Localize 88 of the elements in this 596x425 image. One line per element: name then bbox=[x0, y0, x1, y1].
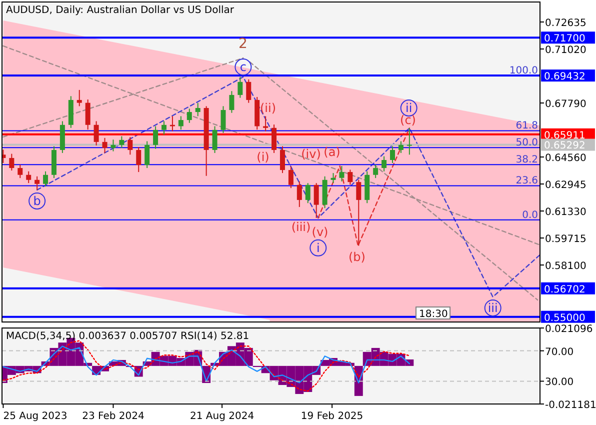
candlestick bbox=[195, 102, 200, 117]
line-series bbox=[2, 340, 410, 392]
candlestick bbox=[119, 136, 124, 148]
candlestick bbox=[102, 137, 108, 154]
y-tick-label: 0.021096 bbox=[545, 324, 593, 335]
annotation: (ii) bbox=[260, 101, 276, 115]
candlestick bbox=[43, 170, 48, 187]
candlestick bbox=[26, 170, 32, 184]
candlestick bbox=[305, 182, 310, 204]
candlestick bbox=[382, 156, 387, 172]
ref-line-label: 0.69432 bbox=[544, 72, 586, 83]
candlestick bbox=[9, 153, 14, 172]
annotation: (a) bbox=[324, 145, 340, 159]
candlestick bbox=[136, 146, 142, 173]
annotation: 23.6 bbox=[516, 176, 538, 187]
x-tick-label: 25 Aug 2023 bbox=[3, 411, 68, 422]
candlestick bbox=[128, 136, 133, 156]
x-tick-label: 21 Aug 2024 bbox=[190, 411, 254, 422]
y-tick-label: 0.72635 bbox=[545, 18, 586, 29]
annotation: c bbox=[240, 60, 246, 74]
chart-title: MACD(5,34,5) 0.003637 0.005707 RSI(14) 52.81 bbox=[6, 331, 250, 342]
candlestick bbox=[212, 126, 218, 154]
annotation: ii bbox=[405, 101, 412, 115]
candlestick bbox=[348, 169, 353, 186]
ref-line-label: 0.55000 bbox=[544, 312, 586, 324]
y-tick-label: 0.58100 bbox=[545, 260, 586, 272]
y-tick-label: 0.67790 bbox=[545, 98, 586, 110]
candlestick bbox=[339, 166, 344, 182]
candlestick bbox=[76, 89, 82, 107]
y2-tick-label: 30.00 bbox=[545, 377, 574, 388]
annotation: (c) bbox=[400, 113, 416, 127]
candlestick bbox=[153, 126, 158, 150]
candlestick bbox=[356, 179, 362, 246]
y-tick-label: 0.61330 bbox=[545, 206, 586, 218]
chart-title: AUDUSD, Daily: Australian Dollar vs US Dollar bbox=[6, 5, 235, 16]
annotation: iii bbox=[488, 300, 498, 315]
annotation: 61.8 bbox=[516, 120, 538, 132]
line-series bbox=[2, 346, 410, 384]
candlestick bbox=[398, 140, 404, 154]
y-tick-label: -0.021181 bbox=[545, 400, 596, 411]
annotation: 50.0 bbox=[516, 138, 538, 149]
y-tick-label: 0.59715 bbox=[545, 234, 586, 245]
ref-line-label: 0.65911 bbox=[544, 130, 586, 142]
candlestick bbox=[373, 164, 378, 179]
ref-line-label: 0.65292 bbox=[544, 140, 586, 152]
candlestick bbox=[390, 146, 396, 164]
candlestick bbox=[18, 164, 23, 179]
candlestick bbox=[229, 90, 234, 114]
candlestick bbox=[34, 176, 40, 190]
annotation: b bbox=[33, 194, 41, 208]
y-tick-label: 0.62945 bbox=[545, 180, 586, 191]
annotation: 100.0 bbox=[509, 66, 538, 77]
y2-tick-label: 70.00 bbox=[545, 346, 574, 358]
ref-line-label: 0.56702 bbox=[544, 284, 586, 296]
candlestick bbox=[280, 146, 285, 174]
annotation: i bbox=[316, 240, 320, 255]
candlestick bbox=[186, 108, 192, 124]
candlestick bbox=[246, 78, 252, 104]
candlestick bbox=[238, 76, 243, 98]
candlestick bbox=[272, 124, 277, 154]
candlestick bbox=[162, 120, 167, 136]
annotation: 2 bbox=[238, 36, 248, 52]
candlestick bbox=[144, 140, 150, 169]
y-tick-label: 0.64560 bbox=[545, 152, 586, 164]
candlestick bbox=[85, 98, 90, 130]
candlestick bbox=[314, 182, 319, 219]
annotation: 18:30 bbox=[419, 309, 448, 320]
candlestick bbox=[406, 128, 412, 156]
annotation: (i) bbox=[256, 150, 270, 164]
candlestick bbox=[178, 116, 184, 130]
candlestick bbox=[288, 166, 294, 189]
x-tick-label: 19 Feb 2025 bbox=[300, 411, 364, 422]
candlestick bbox=[263, 116, 268, 132]
annotation: (v) bbox=[312, 225, 328, 239]
y-tick-label: 0.71020 bbox=[545, 44, 586, 56]
annotation: (iv) bbox=[301, 147, 321, 161]
x-tick-label: 23 Feb 2024 bbox=[82, 411, 144, 422]
annotation: 38.2 bbox=[516, 154, 538, 166]
ref-line-label: 0.71700 bbox=[544, 34, 586, 45]
candlestick bbox=[94, 120, 99, 146]
annotation: 0.0 bbox=[522, 210, 538, 221]
candlestick bbox=[220, 106, 226, 134]
candlestick bbox=[110, 139, 116, 152]
annotation: (iii) bbox=[291, 220, 311, 234]
line-series bbox=[36, 76, 540, 298]
candlestick bbox=[330, 172, 336, 184]
candlestick bbox=[296, 180, 302, 208]
annotation: (b) bbox=[348, 250, 366, 264]
